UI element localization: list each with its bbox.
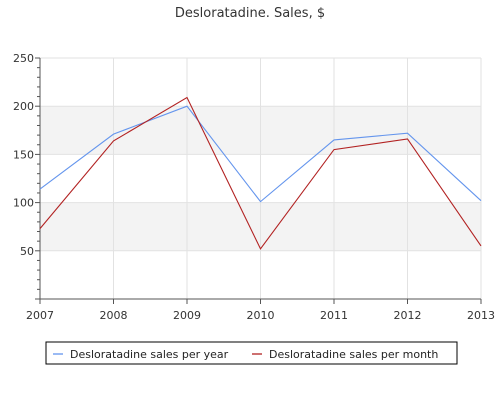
series-line-2: [39, 96, 482, 250]
x-tick-label: 2008: [100, 309, 128, 322]
legend-label-series-1: Desloratadine sales per year: [70, 348, 229, 361]
series-line-1: [39, 105, 482, 203]
legend-box: [45, 341, 458, 365]
chart-title: Desloratadine. Sales, $: [175, 6, 325, 21]
series-lines: [39, 96, 482, 250]
x-tick-label: 2007: [26, 309, 54, 322]
x-tick-label: 2010: [247, 309, 275, 322]
x-tick-label: 2013: [467, 309, 495, 322]
x-tick-label: 2012: [394, 309, 422, 322]
legend: Desloratadine sales per year Desloratadi…: [45, 341, 458, 365]
x-tick-label: 2009: [173, 309, 201, 322]
y-axis-ticks: 50 100 150 200 250: [13, 52, 40, 300]
x-tick-label: 2011: [320, 309, 348, 322]
vertical-gridlines: [113, 58, 482, 299]
x-axis-ticks: 2007 2008 2009 2010 2011 2012 2013: [26, 299, 495, 322]
y-tick-label: 200: [13, 100, 34, 113]
y-tick-label: 150: [13, 148, 34, 161]
y-tick-label: 50: [20, 245, 34, 258]
y-tick-label: 250: [13, 52, 34, 65]
legend-label-series-2: Desloratadine sales per month: [269, 348, 438, 361]
y-tick-label: 100: [13, 197, 34, 210]
